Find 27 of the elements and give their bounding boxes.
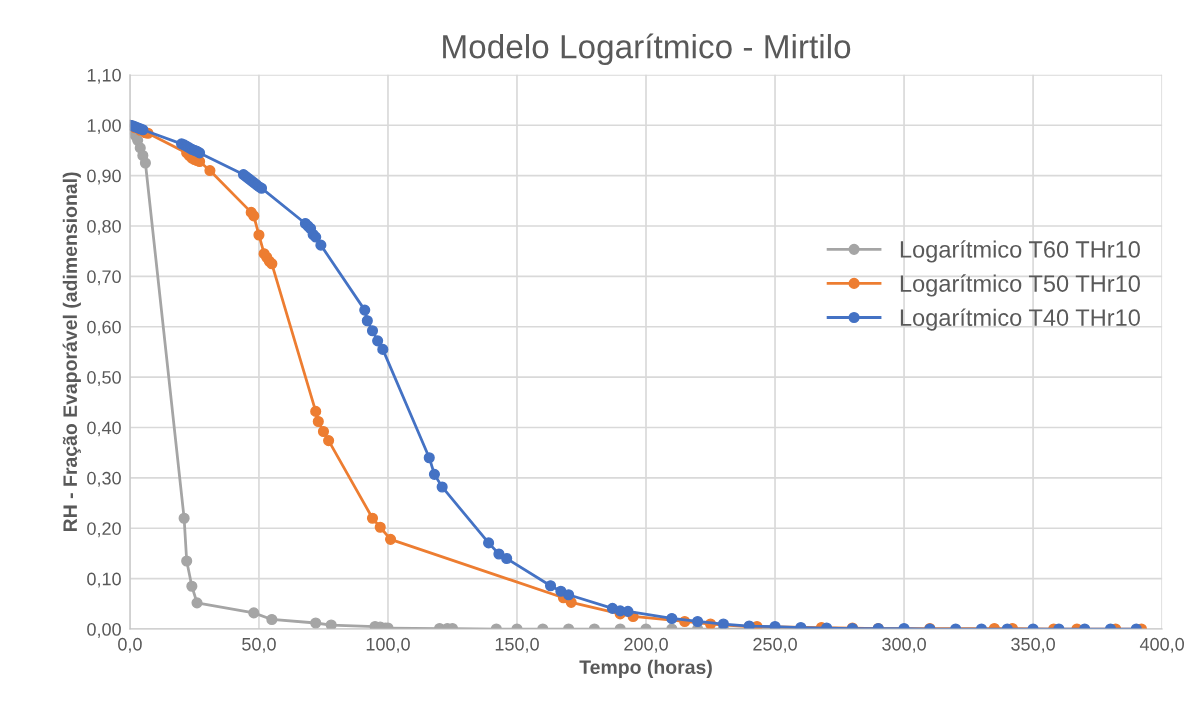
y-tick-label: 1,00	[87, 119, 121, 135]
chart-title: Modelo Logarítmico - Mirtilo	[443, 33, 851, 66]
y-tick-label: 0,90	[87, 169, 121, 185]
y-tick-label: 0,40	[87, 421, 121, 437]
x-tick-label: 0,0	[118, 637, 142, 653]
x-tick-label: 50,0	[242, 637, 276, 653]
y-tick-label: 0,30	[87, 471, 121, 487]
x-tick-label: 300,0	[882, 637, 926, 653]
x-tick-label: 250,0	[753, 637, 797, 653]
y-tick-label: 0,80	[87, 219, 121, 235]
y-tick-label: 0,10	[87, 572, 121, 588]
y-tick-label: 0,50	[87, 371, 121, 386]
y-tick-label: 1,10	[87, 68, 121, 84]
x-tick-label: 150,0	[495, 637, 539, 653]
y-tick-label: 0,70	[87, 270, 121, 286]
x-tick-label: 400,0	[1139, 637, 1184, 653]
legend-label: Logarítmico T40 THr10	[900, 308, 1140, 331]
x-tick-label: 100,0	[366, 637, 410, 653]
legend-label: Logarítmico T50 THr10	[900, 274, 1140, 297]
y-tick-label: 0,00	[87, 622, 121, 638]
x-tick-label: 350,0	[1011, 637, 1055, 653]
x-axis-title: Tempo (horas)	[579, 659, 712, 678]
y-tick-label: 0,60	[87, 320, 121, 336]
y-axis-title: RH - Fração Evaporável (adimensional)	[62, 172, 81, 532]
legend-label: Logarítmico T60 THr10	[900, 240, 1140, 263]
x-tick-label: 200,0	[624, 637, 668, 653]
y-tick-label: 0,20	[87, 522, 121, 538]
